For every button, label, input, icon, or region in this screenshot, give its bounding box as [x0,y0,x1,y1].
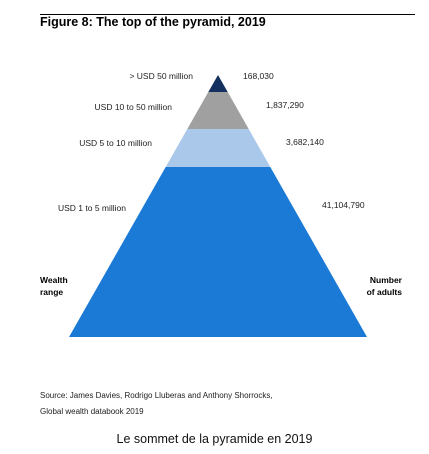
tier-range-label: USD 1 to 5 million [58,203,126,213]
pyramid-tier-1-to-5-million [69,167,367,337]
source-note: Source: James Davies, Rodrigo Lluberas a… [40,388,273,420]
pyramid-tier-10-to-50-million [187,92,249,129]
tier-range-label: USD 5 to 10 million [79,138,152,148]
figure-title: Figure 8: The top of the pyramid, 2019 [40,15,266,29]
tier-adults-value: 168,030 [243,71,274,81]
pyramid-tier-5-to-10-million [165,129,271,167]
image-caption: Le sommet de la pyramide en 2019 [116,432,313,446]
left-axis-label-line1: Wealth [40,275,68,285]
tier-adults-value: 3,682,140 [286,137,324,147]
tier-adults-value: 41,104,790 [322,200,365,210]
right-axis-label-line2: of adults [366,287,402,297]
figure-top-rule [40,14,415,15]
tier-range-label: USD 10 to 50 million [95,102,173,112]
left-axis-label-line2: range [40,287,64,297]
source-line-2: Global wealth databook 2019 [40,407,144,416]
right-axis-label: Number of adults [367,274,402,298]
tier-range-label: > USD 50 million [129,71,193,81]
left-axis-label: Wealth range [40,274,68,298]
pyramid-tier-over-50-million [208,75,228,92]
right-axis-label-line1: Number [369,275,402,285]
tier-adults-value: 1,837,290 [266,100,304,110]
source-line-1: Source: James Davies, Rodrigo Lluberas a… [40,391,273,400]
